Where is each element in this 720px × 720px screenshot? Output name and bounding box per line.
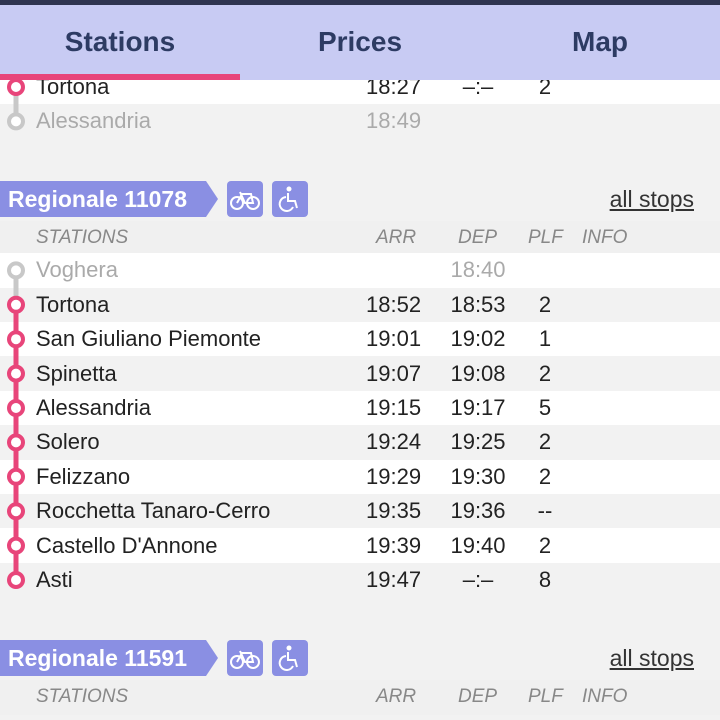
station-name: San Giuliano Piemonte xyxy=(36,326,262,352)
arrival-time: 19:35 xyxy=(366,498,422,524)
stop-row xyxy=(0,562,720,598)
platform: 1 xyxy=(538,326,552,352)
platform: 2 xyxy=(538,429,552,455)
departure-time: 19:02 xyxy=(450,326,506,352)
stop-row xyxy=(0,425,720,461)
platform: 2 xyxy=(538,463,552,489)
stop-row xyxy=(0,528,720,564)
column-header: STATIONS xyxy=(36,227,129,249)
arrival-time: 19:47 xyxy=(366,567,422,592)
platform: 2 xyxy=(538,532,552,558)
stop-row xyxy=(0,322,720,357)
arrival-time: 18:52 xyxy=(366,291,422,317)
departure-time: 19:30 xyxy=(450,463,506,489)
stop-row xyxy=(0,390,720,426)
station-name: Felizzano xyxy=(36,463,131,489)
departure-time: –:– xyxy=(462,567,494,592)
arrival-time: 19:24 xyxy=(366,429,422,455)
arrival-time: 19:39 xyxy=(366,532,422,558)
station-name: Tortona xyxy=(36,291,110,317)
accessible-icon xyxy=(272,640,308,676)
station-name: Voghera xyxy=(36,257,118,283)
tag-shape xyxy=(0,181,218,218)
arrival-time: 19:01 xyxy=(366,326,422,352)
station-name: Asti xyxy=(36,567,73,592)
stop-row xyxy=(0,459,720,495)
platform: -- xyxy=(537,498,553,524)
accessible-icon xyxy=(272,181,308,218)
column-header: PLF xyxy=(528,686,563,707)
departure-time: 19:40 xyxy=(450,532,506,558)
train-tag: Regionale 11591 xyxy=(0,640,220,676)
departure-time: 18:40 xyxy=(450,257,506,283)
bike-icon xyxy=(227,640,263,676)
station-name: Rocchetta Tanaro-Cerro xyxy=(36,498,271,524)
arrival-time: 18:49 xyxy=(366,108,422,134)
tab[interactable]: Prices xyxy=(317,26,403,57)
column-header: DEP xyxy=(458,686,498,707)
icon xyxy=(230,191,260,211)
tab-bar: Stations Prices Map xyxy=(0,0,720,80)
column-header: INFO xyxy=(582,227,628,249)
departure-time: 19:25 xyxy=(450,429,506,455)
column-header: ARR xyxy=(376,686,417,707)
train-name: Regionale 11078 xyxy=(8,186,187,213)
icon xyxy=(278,186,298,213)
platform: 2 xyxy=(538,74,552,99)
departure-time: 19:36 xyxy=(450,498,506,524)
stop-row xyxy=(0,494,720,529)
station-name: Solero xyxy=(36,429,100,455)
icon xyxy=(278,645,298,671)
station-name: Alessandria xyxy=(36,108,151,134)
tab-indicator xyxy=(0,74,240,80)
bike-icon xyxy=(227,181,263,218)
platform: 2 xyxy=(538,360,552,386)
train-name: Regionale 11591 xyxy=(8,645,187,671)
stop-row xyxy=(0,104,720,140)
platform: 8 xyxy=(538,567,552,592)
tag-shape xyxy=(0,640,218,676)
column-header-row xyxy=(0,221,720,257)
arrival-time: 19:15 xyxy=(366,395,422,420)
station-name: Spinetta xyxy=(36,360,117,386)
column-header: INFO xyxy=(582,686,628,707)
tab[interactable]: Stations xyxy=(64,26,176,57)
station-name: Castello D'Annone xyxy=(36,532,218,558)
column-header: ARR xyxy=(376,227,417,249)
stop-row xyxy=(0,253,720,289)
column-header: STATIONS xyxy=(36,686,129,707)
departure-time: 19:08 xyxy=(450,360,506,386)
tab[interactable]: Map xyxy=(572,26,628,57)
icon xyxy=(230,650,260,669)
station-name: Alessandria xyxy=(36,395,151,420)
departure-time: 19:17 xyxy=(450,395,506,420)
stop-row xyxy=(0,287,720,323)
status-strip xyxy=(0,0,720,5)
all-stops-link[interactable]: all stops xyxy=(609,186,694,213)
platform: 2 xyxy=(538,291,552,317)
train-tag: Regionale 11078 xyxy=(0,181,220,218)
arrival-time: 19:29 xyxy=(366,463,422,489)
column-header: DEP xyxy=(458,227,498,249)
column-header-row xyxy=(0,680,720,715)
stop-row xyxy=(0,356,720,392)
column-header: PLF xyxy=(528,227,563,249)
all-stops-link[interactable]: all stops xyxy=(609,645,694,671)
arrival-time: 19:07 xyxy=(366,360,422,386)
departure-time: 18:53 xyxy=(450,291,506,317)
platform: 5 xyxy=(538,395,552,420)
